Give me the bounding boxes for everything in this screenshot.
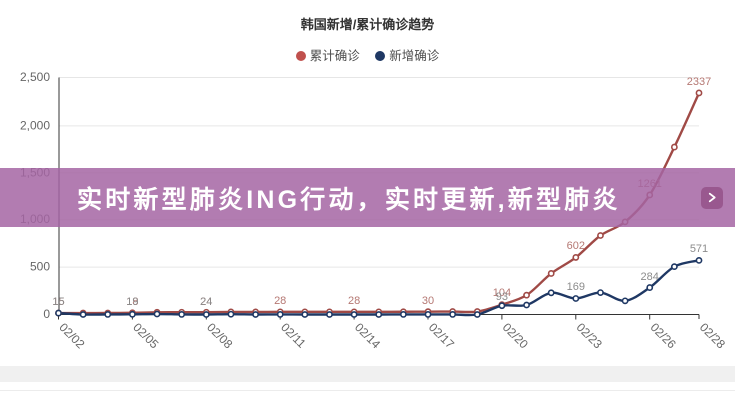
svg-text:0: 0 — [43, 307, 50, 321]
svg-text:19: 19 — [126, 296, 138, 308]
svg-text:02/11: 02/11 — [278, 320, 309, 351]
svg-text:24: 24 — [200, 296, 212, 308]
svg-text:500: 500 — [30, 260, 50, 274]
svg-text:02/26: 02/26 — [648, 320, 679, 351]
svg-text:169: 169 — [567, 281, 585, 293]
svg-text:602: 602 — [567, 240, 585, 252]
svg-text:02/08: 02/08 — [204, 320, 235, 351]
svg-text:28: 28 — [348, 295, 360, 307]
svg-text:02/05: 02/05 — [130, 320, 161, 351]
svg-text:28: 28 — [274, 295, 286, 307]
svg-text:15: 15 — [52, 296, 64, 308]
svg-text:02/02: 02/02 — [56, 320, 87, 351]
svg-text:02/17: 02/17 — [426, 320, 457, 351]
svg-text:93: 93 — [496, 291, 508, 303]
svg-text:02/14: 02/14 — [352, 320, 383, 351]
svg-text:02/20: 02/20 — [500, 320, 531, 351]
svg-text:2,000: 2,000 — [20, 118, 50, 132]
svg-text:2,500: 2,500 — [20, 70, 50, 84]
svg-text:284: 284 — [641, 271, 659, 283]
svg-text:571: 571 — [690, 243, 708, 255]
svg-text:02/28: 02/28 — [697, 320, 728, 351]
svg-text:30: 30 — [422, 295, 434, 307]
svg-text:02/23: 02/23 — [574, 320, 605, 351]
svg-text:2337: 2337 — [687, 76, 711, 88]
